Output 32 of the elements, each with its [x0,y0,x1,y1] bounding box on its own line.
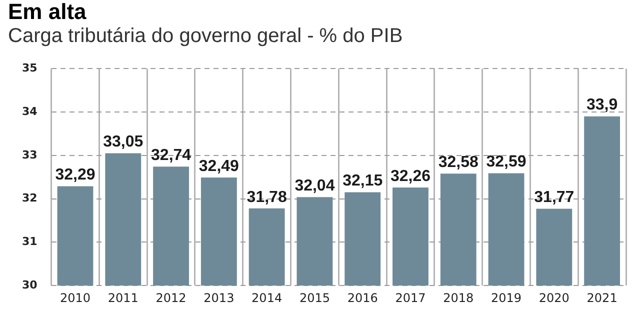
y-tick-label: 34 [22,104,38,118]
x-tick-label: 2018 [443,290,474,305]
data-label: 32,04 [294,177,335,194]
data-label: 31,77 [534,189,574,206]
x-tick-label: 2019 [491,290,522,305]
x-tick-label: 2014 [252,290,282,305]
data-label: 32,49 [198,158,240,175]
data-label: 33,9 [586,96,618,114]
x-tick-label: 2016 [347,290,378,305]
data-label: 32,29 [55,166,96,184]
x-tick-label: 2017 [395,290,426,305]
y-tick-label: 33 [22,148,38,162]
chart-title: Em alta [8,0,88,24]
data-label: 32,58 [438,154,478,172]
x-tick-label: 2012 [156,290,186,305]
data-label: 32,15 [342,172,383,190]
x-tick-label: 2021 [586,290,618,305]
data-label: 32,74 [151,147,192,164]
x-tick-label: 2013 [204,290,234,305]
chart-subtitle: Carga tributária do governo geral - % do PIB [8,24,404,48]
y-tick-label: 30 [22,278,38,292]
y-tick-label: 31 [22,235,38,248]
y-tick-label: 32 [22,192,38,205]
data-label: 31,78 [246,188,287,206]
x-tick-label: 2010 [60,290,91,305]
data-label: 32,59 [486,154,526,171]
data-label: 32,26 [390,168,431,185]
x-tick-label: 2015 [299,290,330,305]
data-label: 33,05 [103,134,144,151]
x-tick-label: 2011 [108,290,138,305]
x-tick-label: 2020 [538,290,570,305]
y-tick-label: 35 [22,61,38,74]
